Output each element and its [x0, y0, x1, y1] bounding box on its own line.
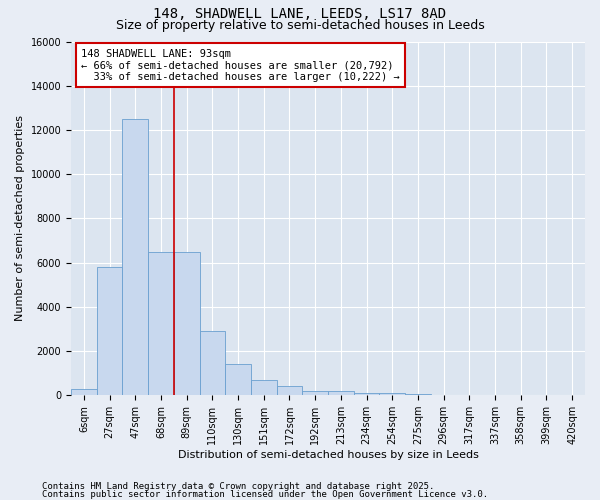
Bar: [431, 394, 457, 395]
Bar: [97, 267, 122, 395]
Bar: [200, 331, 225, 395]
Bar: [354, 393, 379, 395]
Text: Size of property relative to semi-detached houses in Leeds: Size of property relative to semi-detach…: [116, 19, 484, 32]
Bar: [251, 380, 277, 395]
Text: 148, SHADWELL LANE, LEEDS, LS17 8AD: 148, SHADWELL LANE, LEEDS, LS17 8AD: [154, 8, 446, 22]
Bar: [328, 391, 354, 395]
Bar: [405, 394, 431, 395]
Bar: [225, 364, 251, 395]
X-axis label: Distribution of semi-detached houses by size in Leeds: Distribution of semi-detached houses by …: [178, 450, 478, 460]
Bar: [122, 119, 148, 395]
Bar: [174, 252, 200, 395]
Text: Contains HM Land Registry data © Crown copyright and database right 2025.: Contains HM Land Registry data © Crown c…: [42, 482, 434, 491]
Bar: [71, 388, 97, 395]
Y-axis label: Number of semi-detached properties: Number of semi-detached properties: [15, 116, 25, 322]
Text: Contains public sector information licensed under the Open Government Licence v3: Contains public sector information licen…: [42, 490, 488, 499]
Bar: [148, 252, 174, 395]
Bar: [302, 391, 328, 395]
Text: 148 SHADWELL LANE: 93sqm
← 66% of semi-detached houses are smaller (20,792)
  33: 148 SHADWELL LANE: 93sqm ← 66% of semi-d…: [82, 48, 400, 82]
Bar: [277, 386, 302, 395]
Bar: [379, 393, 405, 395]
